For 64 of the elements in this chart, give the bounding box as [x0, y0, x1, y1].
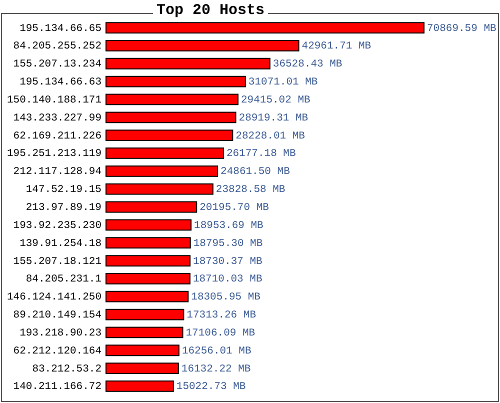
- data-label: 18710.03 MB: [192, 274, 262, 286]
- bar: [106, 22, 424, 34]
- data-label: 24861.50 MB: [220, 166, 290, 178]
- bar: [106, 94, 238, 106]
- bar: [106, 130, 234, 142]
- bar: [106, 290, 189, 302]
- data-label: 15022.73 MB: [176, 381, 246, 394]
- data-label: 18730.37 MB: [193, 256, 262, 268]
- data-label: 20195.70 MB: [200, 202, 269, 214]
- bar: [106, 255, 191, 266]
- bar: [106, 58, 270, 70]
- y-tick-label: 195.134.66.63: [20, 76, 102, 89]
- y-tick-label: 193.218.90.23: [20, 327, 102, 340]
- y-tick-label: 195.251.213.119: [6, 148, 102, 160]
- y-tick-label: 147.52.19.15: [26, 184, 102, 196]
- bar: [106, 362, 179, 374]
- bar: [106, 308, 184, 320]
- y-tick-label: 150.140.188.171: [6, 94, 102, 106]
- bar: [106, 344, 180, 356]
- data-label: 18953.69 MB: [194, 220, 264, 232]
- y-tick-label: 62.169.211.226: [13, 130, 102, 142]
- data-label: 26177.18 MB: [226, 148, 296, 160]
- data-label: 36528.43 MB: [272, 58, 342, 71]
- chart-title: Top 20 Hosts: [156, 2, 265, 19]
- y-tick-label: 193.92.235.230: [13, 220, 102, 232]
- y-tick-label: 62.212.120.164: [13, 345, 102, 358]
- data-label: 70869.59 MB: [427, 22, 496, 35]
- bar: [106, 40, 300, 52]
- data-label: 42961.71 MB: [302, 40, 372, 53]
- bar: [106, 219, 192, 231]
- data-label: 17106.09 MB: [186, 327, 256, 340]
- y-tick-label: 213.97.89.19: [26, 202, 102, 214]
- bar: [106, 76, 246, 88]
- y-tick-label: 139.91.254.18: [20, 238, 102, 250]
- y-tick-label: 140.211.166.72: [13, 381, 102, 394]
- data-label: 18795.30 MB: [193, 238, 263, 250]
- data-label: 28228.01 MB: [236, 130, 305, 142]
- data-label: 29415.02 MB: [240, 94, 310, 106]
- data-label: 28919.31 MB: [238, 112, 308, 124]
- y-tick-label: 84.205.231.1: [26, 274, 102, 286]
- bar: [106, 380, 174, 392]
- y-tick-label: 143.233.227.99: [13, 112, 102, 124]
- bar: [106, 148, 224, 159]
- bar: [106, 201, 198, 213]
- data-label: 18305.95 MB: [191, 292, 260, 304]
- y-tick-label: 212.117.128.94: [13, 166, 102, 178]
- y-tick-label: 155.207.13.234: [13, 58, 102, 71]
- bar: [106, 183, 214, 195]
- data-label: 23828.58 MB: [216, 184, 286, 196]
- data-label: 31071.01 MB: [248, 76, 318, 89]
- bar: [106, 326, 184, 338]
- bar: [106, 165, 218, 177]
- y-tick-label: 195.134.66.65: [20, 22, 102, 35]
- bar: [106, 112, 236, 124]
- data-label: 16132.22 MB: [181, 363, 251, 376]
- bar: [106, 237, 191, 249]
- y-tick-label: 84.205.255.252: [13, 40, 102, 53]
- y-tick-label: 146.124.141.250: [6, 292, 102, 304]
- y-tick-label: 83.212.53.2: [32, 363, 102, 376]
- bar: [106, 272, 190, 284]
- y-tick-label: 89.210.149.154: [13, 310, 102, 322]
- y-tick-label: 155.207.18.121: [13, 256, 102, 268]
- data-label: 17313.26 MB: [186, 310, 256, 322]
- data-label: 16256.01 MB: [182, 345, 252, 358]
